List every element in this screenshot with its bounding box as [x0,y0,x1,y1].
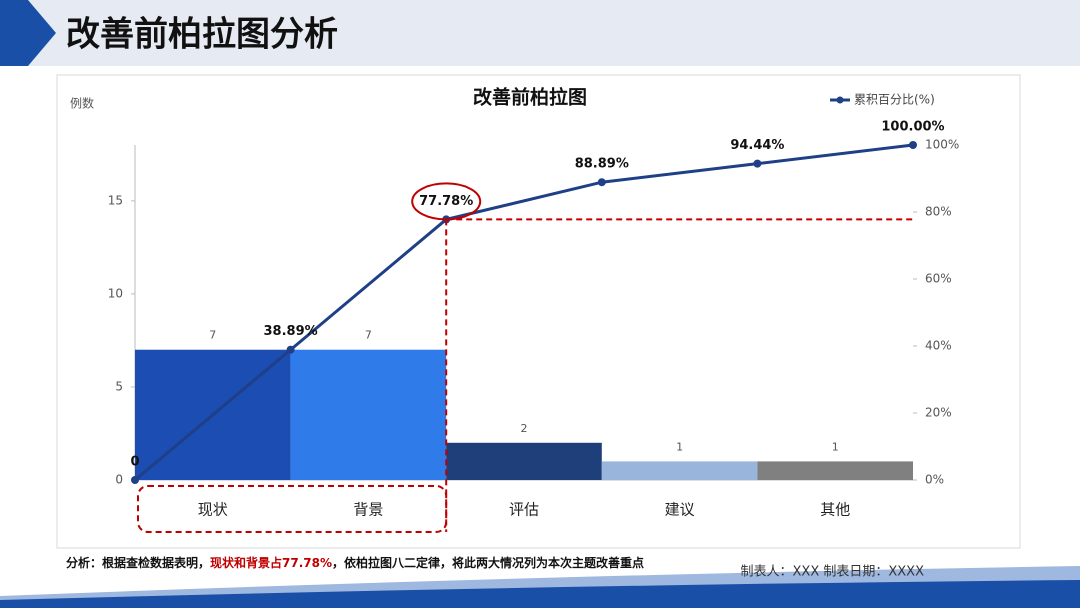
y2-tick-label: 100% [925,138,959,152]
y-tick-label: 15 [108,193,123,207]
bar [446,442,602,480]
analysis-part: ，依柏拉图八二定律，将此两大情况列为本次主题改善重点 [332,555,644,570]
cumulative-point [286,345,295,354]
bar-value-label: 7 [365,329,372,342]
footer-wave [0,580,1080,608]
bar-value-label: 2 [521,422,528,435]
cumulative-point [909,141,917,149]
bar-value-label: 7 [209,329,216,342]
cumulative-label: 88.89% [575,157,629,172]
y-axis-label: 例数 [70,96,94,111]
cumulative-point [597,178,606,187]
cumulative-point [131,476,139,484]
header-title: 改善前柏拉图分析 [66,15,338,55]
x-tick-label: 其他 [820,501,850,519]
y2-tick-label: 20% [925,406,952,420]
y-tick-label: 10 [108,286,123,300]
chart-title: 改善前柏拉图 [473,86,587,109]
bar [601,461,758,480]
cumulative-line [134,143,914,482]
y2-tick-label: 0% [925,473,944,487]
highlight-box [137,485,448,533]
legend-label: 累积百分比(%) [854,93,935,107]
cumulative-label: 0 [130,455,139,470]
cumulative-label: 38.89% [264,324,318,339]
header-chevron [0,0,56,66]
analysis-part: 分析：根据查检数据表明， [66,555,210,570]
cumulative-point [753,159,762,168]
bar-value-label: 1 [832,440,839,453]
analysis-text: 分析：根据查检数据表明，现状和背景占77.78%，依柏拉图八二定律，将此两大情况… [66,555,644,570]
analysis-highlight: 现状和背景占77.78% [210,555,332,570]
y2-tick-label: 80% [925,205,952,219]
x-tick-label: 现状 [198,501,228,519]
y2-tick-label: 60% [925,272,952,286]
legend-marker [836,96,844,104]
header-band [0,0,1080,66]
bar-value-label: 1 [676,440,683,453]
x-tick-label: 建议 [665,501,695,519]
y2-tick-label: 40% [925,339,952,353]
x-tick-label: 背景 [353,501,383,519]
bar [290,349,447,480]
y-tick-label: 0 [115,473,123,487]
plot: 0 5 10 15 0% 20% 40% 60% 80% 100% 7 现状 7 背景 2 评估 1 建议 1 其他 0… [108,120,959,533]
x-tick-label: 评估 [509,501,539,519]
cumulative-label: 77.78% [419,194,473,209]
cumulative-label: 94.44% [730,138,784,153]
cumulative-label: 100.00% [881,120,944,135]
author-text: 制表人：XXX 制表日期：XXXX [741,565,925,580]
bar [757,461,913,480]
y-tick-label: 5 [115,379,123,393]
